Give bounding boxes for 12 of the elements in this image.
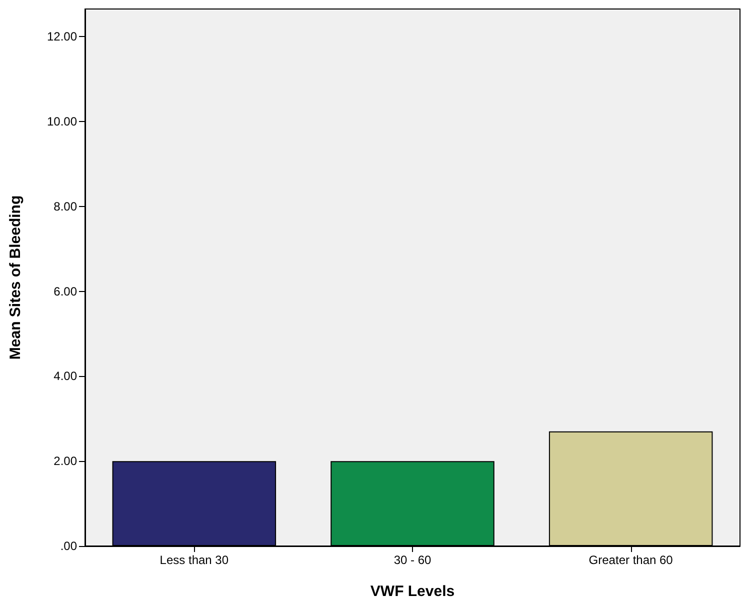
y-tick-label: 12.00 xyxy=(46,30,78,44)
y-tick-label: 8.00 xyxy=(54,199,78,214)
y-tick-label: 4.00 xyxy=(54,369,78,384)
x-tick-label: Less than 30 xyxy=(160,553,229,567)
y-axis-title: Mean Sites of Bleeding xyxy=(7,195,24,360)
y-tick-label: 2.00 xyxy=(54,454,78,468)
y-tick-label: 10.00 xyxy=(46,114,78,128)
x-tick-label: Greater than 60 xyxy=(588,553,674,567)
y-tick-label: .00 xyxy=(60,539,78,553)
y-tick-label: 6.00 xyxy=(54,284,78,298)
x-axis-title: VWF Levels xyxy=(370,583,455,600)
x-tick-label: 30 - 60 xyxy=(394,553,432,567)
